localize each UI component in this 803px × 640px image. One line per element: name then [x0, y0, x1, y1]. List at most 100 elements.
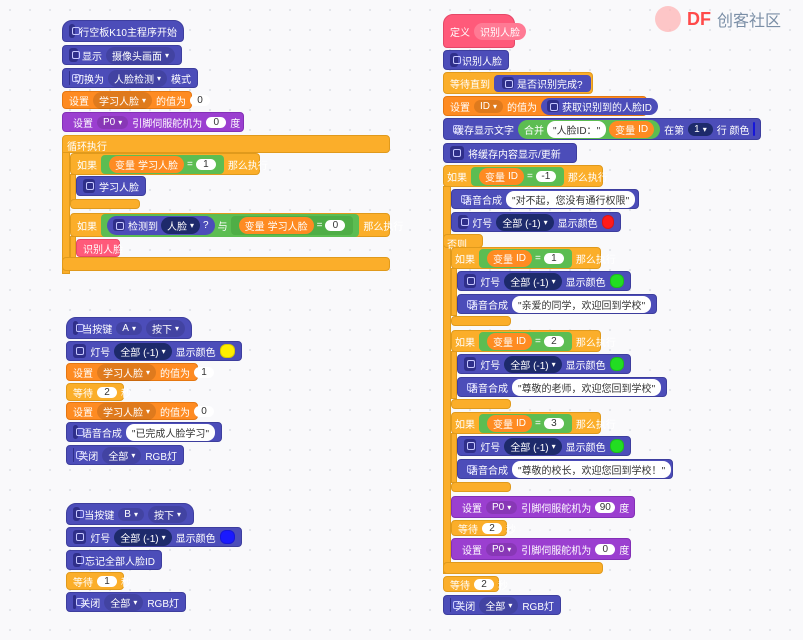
led-color-block[interactable]: 灯号 全部 (-1) ▾ 显示颜色 [66, 527, 242, 547]
set-id-block[interactable]: 设置 ID ▾ 的值为 获取识别到的人脸ID [443, 96, 659, 116]
forget-ids-block[interactable]: 忘记全部人脸ID [66, 550, 162, 570]
compare-value[interactable]: 2 [543, 335, 564, 347]
led-dropdown[interactable]: 全部 (-1) ▾ [114, 342, 172, 360]
recognize-face-call-block[interactable]: 识别人脸 [76, 239, 123, 257]
cache-text-block[interactable]: 缓存显示文字 合并 "人脸ID：" 变量 ID 在第 1 ▾ 行 颜色 [443, 118, 761, 140]
servo-block[interactable]: 设置 P0 ▾ 引脚伺服舵机为 0 度 [451, 538, 631, 560]
compare-value[interactable]: 0 [325, 219, 346, 231]
and-condition[interactable]: 检测到 人脸 ▾? 与 变量 学习人脸 = 0 [101, 213, 360, 237]
color-picker[interactable] [219, 344, 235, 358]
var-reporter[interactable]: 变量 学习人脸 [238, 216, 314, 234]
led-color-block[interactable]: 灯号 全部 (-1) ▾ 显示颜色 [457, 436, 631, 456]
set-value-input[interactable]: 0 [190, 94, 211, 106]
wait-block[interactable]: 等待 1 秒 [66, 572, 131, 590]
equals-condition[interactable]: 变量 ID = 1 [479, 248, 572, 268]
set-learn-face-block[interactable]: 设置 学习人脸 ▾ 的值为 1 [66, 363, 215, 381]
var-reporter[interactable]: 变量 ID [487, 249, 532, 267]
set-value-input[interactable]: 1 [194, 366, 215, 378]
set-learn-face-block[interactable]: 设置 学习人脸 ▾ 的值为 0 [66, 402, 215, 420]
equals-condition[interactable]: 变量 ID = -1 [471, 166, 564, 186]
tts-text-input[interactable]: "尊敬的校长，欢迎您回到学校！" [512, 460, 672, 478]
tts-block[interactable]: 语音合成 "尊敬的老师，欢迎您回到学校" [457, 377, 667, 397]
compare-value[interactable]: 1 [543, 252, 564, 264]
compare-value[interactable]: 1 [195, 158, 216, 170]
join-reporter[interactable]: 合并 "人脸ID：" 变量 ID [518, 119, 661, 139]
press-dropdown[interactable]: 按下 ▾ [147, 505, 187, 523]
learn-face-block[interactable]: 学习人脸 [76, 176, 146, 196]
set-learn-face-block[interactable]: 设置 学习人脸 ▾ 的值为 0 [62, 91, 211, 109]
color-picker[interactable] [609, 439, 624, 453]
compare-value[interactable]: 3 [543, 417, 564, 429]
tts-block[interactable]: 语音合成 "尊敬的校长，欢迎您回到学校！" [457, 459, 673, 479]
led-dropdown[interactable]: 全部 (-1) ▾ [504, 437, 562, 455]
set-value-input[interactable]: 0 [194, 405, 215, 417]
led-color-block[interactable]: 灯号 全部 (-1) ▾ 显示颜色 [457, 271, 631, 291]
var-dropdown[interactable]: 学习人脸 ▾ [97, 402, 157, 420]
wait-value-input[interactable]: 2 [474, 578, 494, 590]
wait-block[interactable]: 等待 2 秒 [66, 383, 131, 401]
equals-condition[interactable]: 变量 ID = 3 [479, 413, 572, 433]
led-dropdown[interactable]: 全部 (-1) ▾ [504, 272, 562, 290]
when-key-a-hat-block[interactable]: 当按键 A ▾ 按下 ▾ [66, 317, 192, 339]
servo-value-input[interactable]: 0 [595, 543, 616, 555]
tts-text-input[interactable]: "尊敬的老师，欢迎您回到学校" [512, 378, 662, 396]
led-color-block[interactable]: 灯号 全部 (-1) ▾ 显示颜色 [457, 354, 631, 374]
row-dropdown[interactable]: 1 ▾ [688, 122, 713, 136]
servo-block[interactable]: 设置 P0 ▾ 引脚伺服舵机为 0 度 [62, 112, 244, 132]
equals-condition[interactable]: 变量 学习人脸 = 0 [230, 215, 354, 235]
var-dropdown[interactable]: ID ▾ [474, 99, 504, 113]
refresh-display-block[interactable]: 将缓存内容显示/更新 [443, 143, 577, 163]
define-recognize-hat-block[interactable]: 定义 识别人脸 [443, 14, 526, 48]
var-reporter[interactable]: 变量 ID [487, 332, 532, 350]
var-dropdown[interactable]: 学习人脸 ▾ [97, 363, 157, 381]
var-reporter[interactable]: 变量 ID [609, 120, 655, 138]
rgb-off-block[interactable]: 关闭 全部 ▾ RGB灯 [66, 592, 186, 612]
if-recognize-block[interactable]: 如果 检测到 人脸 ▾? 与 变量 学习人脸 = 0 那么执行 [70, 213, 403, 237]
servo-pin-dropdown[interactable]: P0 ▾ [97, 115, 129, 129]
loop-block[interactable]: 循环执行 [62, 135, 390, 153]
var-reporter[interactable]: 变量 ID [479, 167, 524, 185]
get-face-id-reporter[interactable]: 获取识别到的人脸ID [541, 97, 659, 115]
led-dropdown[interactable]: 全部 (-1) ▾ [496, 213, 554, 231]
tts-text-input[interactable]: "亲爱的同学，欢迎回到学校" [512, 295, 652, 313]
led-color-block[interactable]: 灯号 全部 (-1) ▾ 显示颜色 [66, 341, 242, 361]
tts-text-input[interactable]: "对不起，您没有通行权限" [506, 190, 636, 208]
color-picker[interactable] [219, 530, 235, 544]
off-dropdown[interactable]: 全部 ▾ [102, 446, 142, 464]
color-picker[interactable] [753, 122, 756, 136]
tts-block[interactable]: 语音合成 "已完成人脸学习" [66, 422, 222, 442]
wait-value-input[interactable]: 2 [97, 386, 117, 398]
wait-value-input[interactable]: 1 [97, 575, 117, 587]
off-dropdown[interactable]: 全部 ▾ [479, 596, 519, 614]
led-color-block[interactable]: 灯号 全部 (-1) ▾ 显示颜色 [451, 212, 621, 232]
when-key-b-hat-block[interactable]: 当按键 B ▾ 按下 ▾ [66, 503, 194, 525]
wait-block[interactable]: 等待 2 秒 [443, 576, 508, 592]
equals-condition[interactable]: 变量 ID = 2 [479, 331, 572, 351]
display-dropdown[interactable]: 摄像头画面 ▾ [105, 46, 175, 64]
tts-block[interactable]: 语音合成 "对不起，您没有通行权限" [451, 189, 639, 209]
display-camera-block[interactable]: 显示 摄像头画面 ▾ [62, 45, 182, 65]
join-string-input[interactable]: "人脸ID：" [547, 120, 607, 138]
if-learn-block[interactable]: 如果 变量 学习人脸 = 1 那么执行 [70, 153, 268, 175]
servo-value-input[interactable]: 90 [595, 501, 616, 513]
servo-pin-dropdown[interactable]: P0 ▾ [486, 500, 518, 514]
wait-block[interactable]: 等待 2 秒 [451, 520, 516, 536]
servo-value-input[interactable]: 0 [206, 116, 227, 128]
recognized-condition[interactable]: 是否识别完成? [494, 74, 591, 92]
var-reporter[interactable]: 变量 ID [487, 414, 532, 432]
color-picker[interactable] [609, 357, 624, 371]
press-dropdown[interactable]: 按下 ▾ [145, 319, 185, 337]
rgb-off-block[interactable]: 关闭 全部 ▾ RGB灯 [443, 595, 561, 615]
servo-pin-dropdown[interactable]: P0 ▾ [486, 542, 518, 556]
led-dropdown[interactable]: 全部 (-1) ▾ [114, 528, 172, 546]
wait-until-block[interactable]: 等待直到 是否识别完成? [443, 72, 593, 94]
led-dropdown[interactable]: 全部 (-1) ▾ [504, 355, 562, 373]
off-dropdown[interactable]: 全部 ▾ [104, 593, 144, 611]
wait-value-input[interactable]: 2 [482, 522, 502, 534]
color-picker[interactable] [609, 274, 624, 288]
main-start-hat-block[interactable]: 行空板K10主程序开始 [62, 20, 184, 42]
var-dropdown[interactable]: 学习人脸 ▾ [93, 91, 153, 109]
tts-block[interactable]: 语音合成 "亲爱的同学，欢迎回到学校" [457, 294, 657, 314]
var-reporter[interactable]: 变量 学习人脸 [109, 155, 184, 173]
key-dropdown[interactable]: B ▾ [118, 507, 144, 521]
